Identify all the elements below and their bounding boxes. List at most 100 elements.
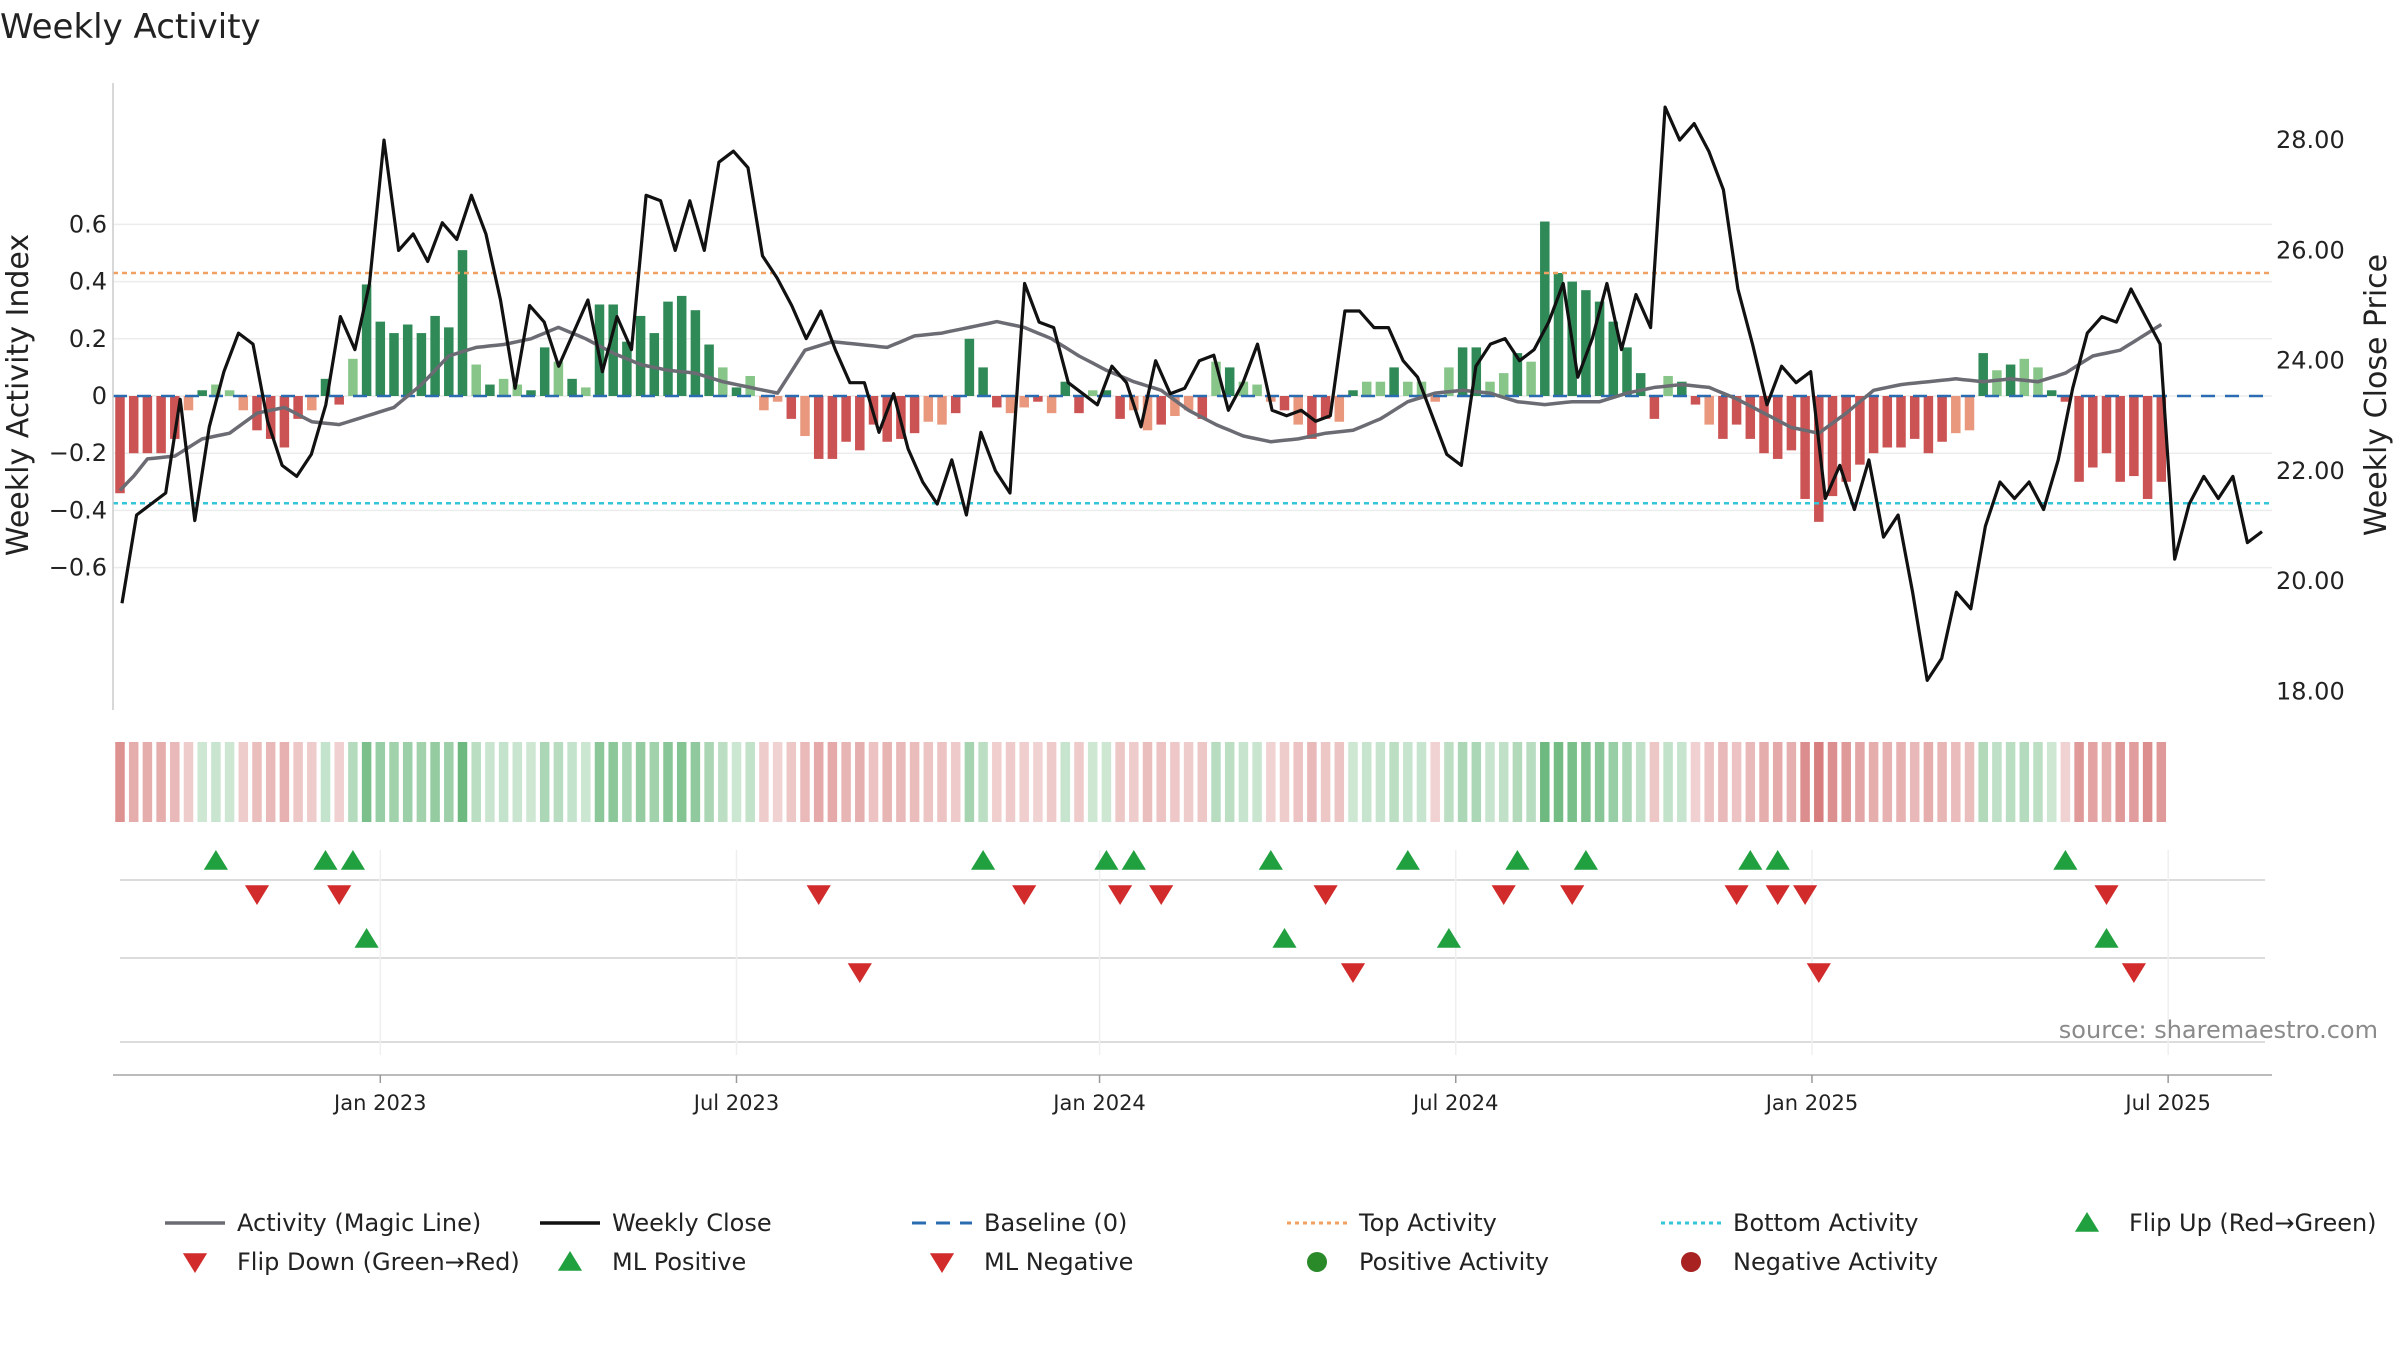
activity-strip-cell — [115, 742, 125, 822]
activity-bar — [1485, 381, 1495, 396]
activity-strip-cell — [1266, 742, 1276, 822]
activity-strip-cell — [1964, 742, 1975, 822]
activity-strip-cell — [279, 742, 290, 822]
activity-strip-cell — [1772, 742, 1783, 822]
activity-strip-cell — [1937, 742, 1947, 822]
activity-bar — [1375, 381, 1386, 396]
activity-strip-cell — [389, 742, 399, 822]
legend-item: Bottom Activity — [1661, 1209, 1918, 1237]
activity-bar — [1211, 361, 1221, 396]
legend-label: Positive Activity — [1359, 1248, 1549, 1276]
activity-bar — [1403, 381, 1413, 396]
activity-strip-cell — [608, 742, 618, 822]
activity-bar — [224, 390, 235, 396]
activity-strip-cell — [581, 742, 591, 822]
activity-bar — [1252, 384, 1262, 396]
activity-bar — [1224, 367, 1235, 396]
activity-strip-cell — [430, 742, 440, 822]
activity-strip-cell — [1909, 742, 1920, 822]
activity-bar — [1033, 396, 1043, 402]
ml-positive-marker — [1272, 928, 1297, 948]
legend-label: ML Positive — [612, 1248, 746, 1276]
activity-strip-cell — [1430, 742, 1440, 822]
flip-down-marker — [1765, 885, 1790, 905]
legend-item: Flip Up (Red→Green) — [2074, 1209, 2377, 1237]
activity-strip-cell — [1074, 742, 1084, 822]
activity-bar — [1142, 396, 1153, 431]
activity-bar — [307, 396, 317, 411]
activity-strip-cell — [334, 742, 344, 822]
activity-strip-cell — [1896, 742, 1906, 822]
activity-strip-cell — [882, 742, 892, 822]
flip-down-marker — [1313, 885, 1338, 905]
weekly-close-line — [120, 105, 2263, 682]
activity-strip-cell — [1868, 742, 1879, 822]
activity-bar — [855, 396, 865, 451]
activity-strip-cell — [786, 742, 797, 822]
ml-negative-marker — [847, 963, 872, 983]
activity-bar — [1389, 367, 1399, 396]
right-tick-label: 18.00 — [2276, 677, 2345, 705]
legend-item: ML Positive — [557, 1248, 746, 1276]
activity-bar — [1841, 396, 1851, 482]
activity-strip-cell — [1156, 742, 1166, 822]
activity-bar — [978, 367, 988, 396]
activity-strip-cell — [2046, 742, 2057, 822]
activity-bar — [1937, 396, 1947, 442]
activity-bar — [909, 396, 920, 434]
activity-strip-cell — [1690, 742, 1701, 822]
activity-strip-cell — [539, 742, 550, 822]
left-tick-label: 0.4 — [69, 268, 107, 296]
activity-strip-cell — [1951, 742, 1961, 822]
activity-bar — [1923, 396, 1934, 454]
activity-bar — [183, 396, 194, 411]
activity-strip-cell — [1129, 742, 1139, 822]
flip-up-marker — [1573, 850, 1598, 870]
date-tick-label: Jan 2025 — [1764, 1091, 1859, 1115]
activity-strip-cell — [1019, 742, 1029, 822]
legend-item: Activity (Magic Line) — [165, 1209, 481, 1237]
activity-strip-cell — [1978, 742, 1988, 822]
activity-strip-cell — [1540, 742, 1550, 822]
activity-bar — [1581, 290, 1591, 396]
activity-strip-cell — [1416, 742, 1427, 822]
left-tick-label: 0 — [92, 382, 107, 410]
activity-bar — [1115, 396, 1125, 419]
activity-strip-cell — [1786, 742, 1797, 822]
activity-bar — [690, 310, 701, 396]
activity-strip-cell — [183, 742, 194, 822]
activity-strip-cell — [1101, 742, 1112, 822]
activity-strip-cell — [156, 742, 166, 822]
activity-strip-cell — [526, 742, 536, 822]
activity-bar — [800, 396, 810, 437]
activity-strip-cell — [1183, 742, 1194, 822]
activity-bar — [1759, 396, 1769, 454]
activity-bar — [937, 396, 947, 425]
activity-bar — [211, 384, 221, 396]
activity-strip-cell — [416, 742, 427, 822]
activity-bar — [635, 315, 646, 396]
activity-bar — [1594, 301, 1605, 396]
activity-strip-cell — [855, 742, 865, 822]
activity-bar — [1348, 390, 1358, 396]
activity-bar — [1964, 396, 1975, 431]
activity-bar — [1622, 347, 1632, 396]
activity-strip-cell — [1923, 742, 1934, 822]
activity-bar — [1019, 396, 1029, 408]
legend-triangle-down-icon — [929, 1253, 955, 1273]
ml-negative-marker — [1340, 963, 1366, 983]
date-tick-label: Jan 2023 — [332, 1091, 427, 1115]
activity-strip-cell — [1375, 742, 1386, 822]
activity-strip-cell — [2019, 742, 2030, 822]
activity-strip-cell — [635, 742, 646, 822]
right-tick-label: 22.00 — [2276, 457, 2345, 485]
legend-triangle-up-icon — [557, 1251, 583, 1271]
right-axis-label: Weekly Close Price — [2359, 254, 2394, 536]
activity-bar — [704, 344, 714, 396]
activity-strip-cell — [1635, 742, 1646, 822]
activity-strip-cell — [1115, 742, 1125, 822]
activity-bar — [1731, 396, 1742, 425]
activity-bar — [2019, 358, 2030, 396]
activity-bar — [1677, 381, 1687, 396]
date-tick-label: Jul 2024 — [1411, 1091, 1498, 1115]
